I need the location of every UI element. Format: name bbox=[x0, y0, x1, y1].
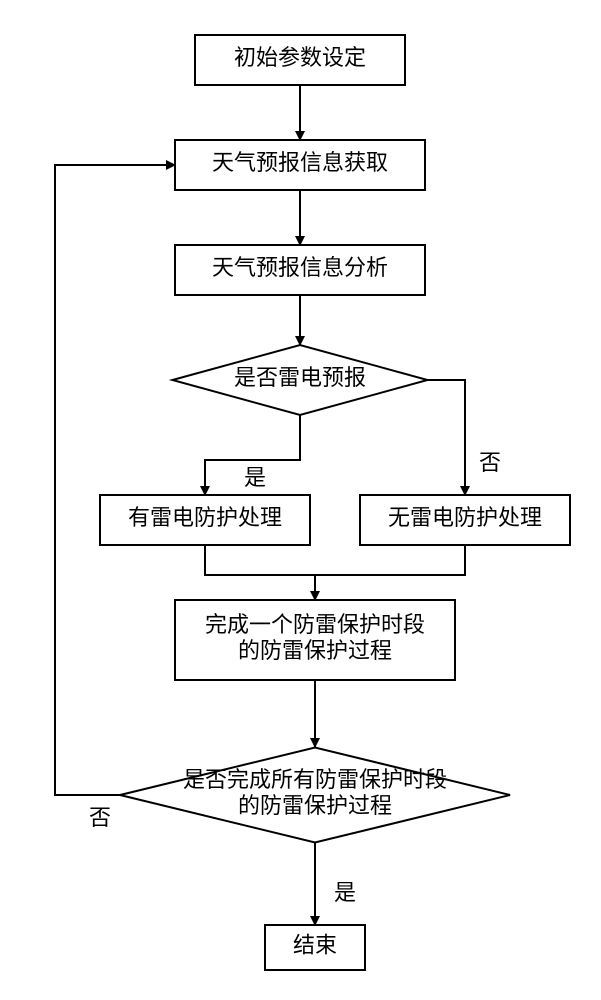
node-n8: 结束 bbox=[265, 925, 365, 970]
node-n5a-line-0: 有雷电防护处理 bbox=[128, 505, 282, 530]
edge-label-3: 是 bbox=[244, 465, 266, 490]
node-n5a: 有雷电防护处理 bbox=[100, 495, 310, 545]
edge-4 bbox=[427, 380, 465, 495]
node-n8-line-0: 结束 bbox=[293, 933, 337, 958]
node-n1-line-0: 初始参数设定 bbox=[234, 45, 366, 70]
node-n4: 是否雷电预报 bbox=[173, 345, 428, 415]
node-n3: 天气预报信息分析 bbox=[175, 245, 425, 295]
node-n7-line-0: 是否完成所有防雷保护时段 bbox=[183, 767, 447, 792]
flowchart-diagram: 是否否是初始参数设定天气预报信息获取天气预报信息分析是否雷电预报有雷电防护处理无… bbox=[0, 0, 601, 1000]
node-n2: 天气预报信息获取 bbox=[175, 140, 425, 190]
nodes-layer: 初始参数设定天气预报信息获取天气预报信息分析是否雷电预报有雷电防护处理 无雷电防护… bbox=[100, 35, 570, 970]
edge-label-8: 否 bbox=[89, 805, 111, 830]
node-n2-line-0: 天气预报信息获取 bbox=[212, 150, 388, 175]
node-n5b: 无雷电防护处理 bbox=[360, 495, 570, 545]
node-n6-line-1: 的防雷保护过程 bbox=[238, 638, 392, 663]
node-n6-line-0: 完成一个防雷保护时段 bbox=[205, 612, 425, 637]
edge-label-4: 否 bbox=[479, 450, 501, 475]
edge-8 bbox=[55, 165, 175, 795]
edge-label-9: 是 bbox=[334, 880, 356, 905]
node-n7: 是否完成所有防雷保护时段的防雷保护过程 bbox=[120, 748, 510, 843]
edge-6 bbox=[315, 545, 465, 575]
node-n5b-line-0: 无雷电防护处理 bbox=[388, 505, 542, 530]
node-n6: 完成一个防雷保护时段的防雷保护过程 bbox=[175, 600, 455, 680]
node-n1: 初始参数设定 bbox=[195, 35, 405, 85]
edge-5 bbox=[205, 545, 315, 600]
node-n3-line-0: 天气预报信息分析 bbox=[212, 255, 388, 280]
node-n7-line-1: 的防雷保护过程 bbox=[238, 793, 392, 818]
node-n4-line-0: 是否雷电预报 bbox=[234, 365, 366, 390]
